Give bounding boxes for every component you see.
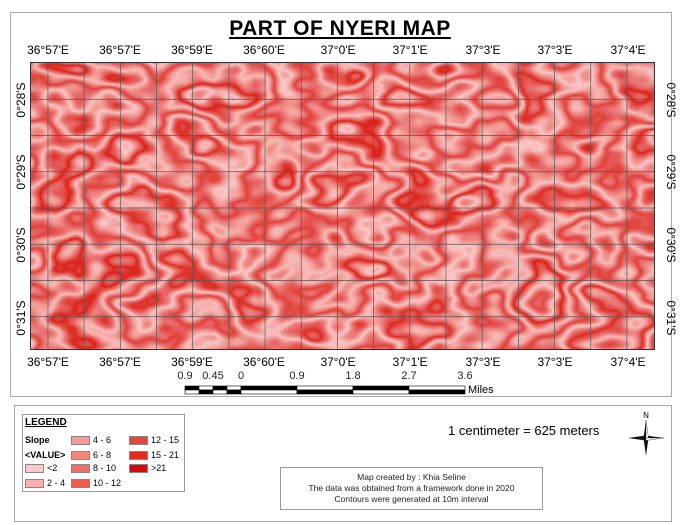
longitude-label-top: 37°3'E (537, 43, 573, 57)
map-title-text: PART OF NYERI MAP (229, 17, 451, 40)
longitude-label-bottom: 36°60'E (243, 355, 285, 369)
legend-item: 2 - 4 (25, 478, 65, 488)
legend-item: 15 - 21 (129, 450, 179, 460)
longitude-label-bottom: 37°4'E (610, 355, 646, 369)
latitude-label-left: 0°28'S (14, 82, 28, 118)
longitude-label-top: 37°4'E (610, 43, 646, 57)
legend-swatch (25, 478, 44, 488)
legend-label: 6 - 8 (93, 450, 112, 460)
slope-texture (31, 63, 654, 349)
scale-label: 0.9 (177, 370, 193, 382)
legend-swatch (129, 463, 148, 473)
north-arrow-icon: N (628, 411, 665, 456)
legend-label: <2 (47, 463, 58, 473)
longitude-label-bottom: 36°57'E (99, 355, 141, 369)
longitude-label-bottom: 37°0'E (320, 355, 356, 369)
scale-segment (198, 385, 214, 391)
legend-heading: LEGEND (25, 417, 67, 428)
legend-label: 2 - 4 (47, 478, 66, 488)
latitude-label-left: 0°30'S (14, 227, 28, 263)
legend-item: 8 - 10 (71, 463, 116, 473)
longitude-label-bottom: 37°3'E (465, 355, 501, 369)
credit-author: Map created by : Khia Seline (357, 472, 466, 482)
legend-label: 12 - 15 (151, 435, 180, 445)
longitude-label-top: 37°0'E (320, 43, 356, 57)
scale-segment (212, 385, 228, 391)
scale-segment (352, 389, 410, 395)
longitude-label-bottom: 37°3'E (537, 355, 573, 369)
scale-segment (198, 389, 214, 395)
legend-swatch (71, 435, 90, 445)
scale-segment (408, 385, 466, 391)
legend-item: 12 - 15 (129, 435, 179, 445)
legend-item: >21 (129, 463, 166, 473)
scale-segment (226, 385, 242, 391)
map-title: PART OF NYERI MAP (0, 17, 680, 41)
longitude-label-top: 36°57'E (99, 43, 141, 57)
scale-segment (212, 389, 228, 395)
scale-label: 3.6 (457, 370, 473, 382)
legend-label: 4 - 6 (93, 435, 112, 445)
scale-label: 0 (237, 370, 245, 382)
scale-segment (296, 389, 354, 395)
credits-box: Map created by : Khia Seline The data wa… (280, 467, 543, 510)
latitude-label-right: 0°30'S (664, 227, 678, 263)
latitude-label-right: 0°29'S (664, 154, 678, 190)
latitude-label-right: 0°28'S (664, 82, 678, 118)
legend-swatch (71, 450, 90, 460)
credit-contours: Contours were generated at 10m interval (334, 494, 489, 504)
scale-unit: Miles (468, 384, 494, 396)
longitude-label-top: 37°1'E (392, 43, 428, 57)
longitude-label-top: 36°59'E (171, 43, 213, 57)
legend-swatch (129, 450, 148, 460)
scale-segment (408, 389, 466, 395)
longitude-label-bottom: 36°59'E (171, 355, 213, 369)
longitude-label-top: 36°60'E (243, 43, 285, 57)
scale-label: 2.7 (401, 370, 417, 382)
legend-label: 10 - 12 (93, 478, 122, 488)
credit-data-source: The data was obtained from a framework d… (308, 483, 515, 493)
scale-segment (184, 385, 200, 391)
scale-text: 1 centimeter = 625 meters (448, 423, 600, 438)
legend-item: 4 - 6 (71, 435, 111, 445)
slope-raster-map[interactable] (30, 62, 655, 350)
scale-label: 0.9 (289, 370, 305, 382)
scale-segment (352, 385, 410, 391)
scale-bar (184, 385, 466, 395)
legend-swatch (71, 463, 90, 473)
legend-item: 10 - 12 (71, 478, 121, 488)
north-label: N (643, 411, 649, 420)
longitude-label-top: 36°57'E (27, 43, 69, 57)
latitude-label-right: 0°31'S (664, 300, 678, 336)
scale-segment (184, 389, 200, 395)
scale-segment (296, 385, 354, 391)
legend-label: 8 - 10 (93, 463, 117, 473)
graticule-grid (31, 63, 654, 349)
legend: LEGEND Slope <VALUE> <2 2 - 4 4 - 6 6 - 8 8 … (22, 414, 185, 492)
legend-swatch (71, 478, 90, 488)
latitude-label-left: 0°29'S (14, 154, 28, 190)
longitude-label-bottom: 36°57'E (27, 355, 69, 369)
scale-label: 1.8 (345, 370, 361, 382)
legend-swatch (129, 435, 148, 445)
legend-value-label: <VALUE> (25, 450, 66, 460)
legend-item: <2 (25, 463, 57, 473)
scale-segment (240, 385, 298, 391)
info-frame (14, 405, 672, 522)
legend-label: >21 (151, 463, 167, 473)
scale-label: 0.45 (202, 370, 224, 382)
legend-field: Slope (25, 435, 50, 445)
latitude-label-left: 0°31'S (14, 300, 28, 336)
scale-segment (240, 389, 298, 395)
legend-item: 6 - 8 (71, 450, 111, 460)
legend-swatch (25, 463, 44, 473)
scale-segment (226, 389, 242, 395)
longitude-label-top: 37°3'E (465, 43, 501, 57)
longitude-label-bottom: 37°1'E (392, 355, 428, 369)
legend-label: 15 - 21 (151, 450, 180, 460)
